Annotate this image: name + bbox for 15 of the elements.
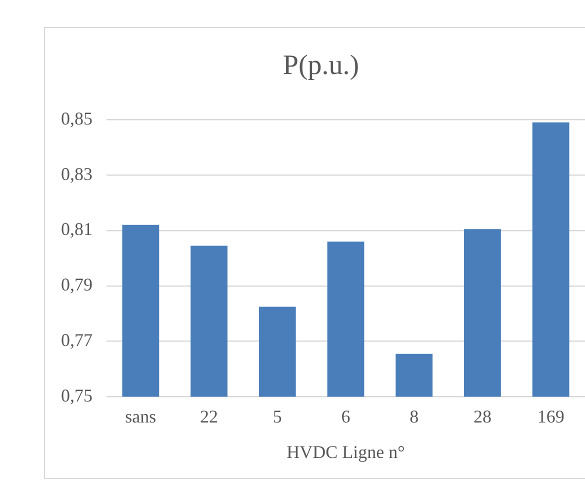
y-tick-label: 0,81 [61,219,92,240]
x-tick-label: 8 [410,406,419,426]
y-tick-label: 0,75 [61,386,92,406]
x-tick-label: 6 [341,406,350,426]
y-tick-label: 0,85 [61,108,92,128]
chart-title: P(p.u.) [282,50,360,82]
x-tick-label: 28 [473,406,492,426]
y-tick-label: 0,79 [61,274,92,295]
x-tick-label: 5 [272,406,282,426]
x-axis-title: HVDC Ligne n° [286,442,405,462]
y-tick-label: 0,77 [61,330,92,350]
x-tick-label: sans [125,406,156,426]
y-tick-label: 0,83 [61,164,92,184]
x-tick-label: 22 [200,406,218,426]
x-tick-label: 169 [537,406,564,426]
